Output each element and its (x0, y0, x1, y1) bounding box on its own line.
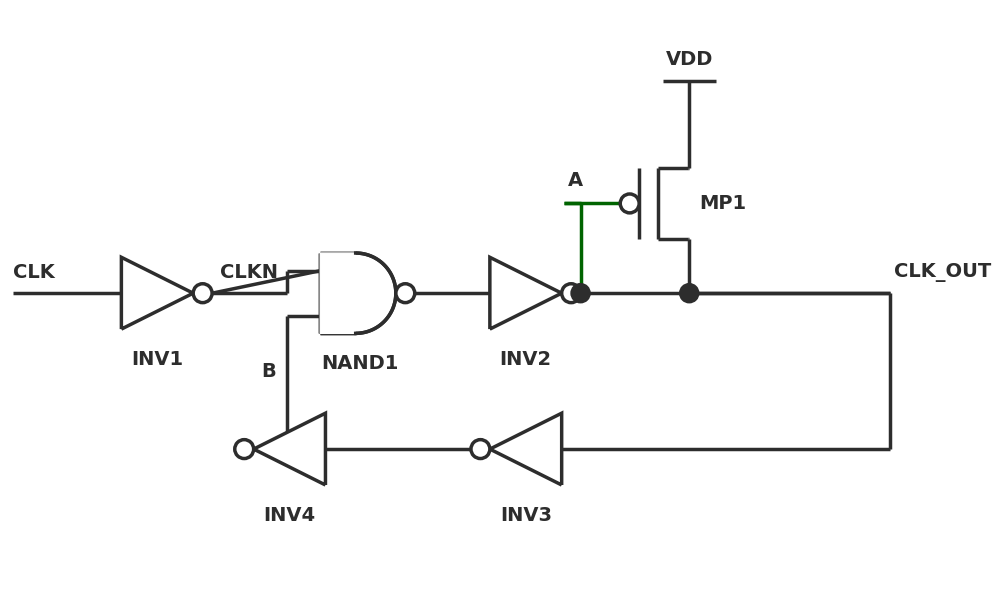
Circle shape (562, 283, 581, 302)
Text: VDD: VDD (666, 50, 713, 69)
Text: CLK: CLK (13, 263, 54, 282)
Polygon shape (254, 413, 325, 485)
Circle shape (471, 439, 490, 458)
Polygon shape (320, 253, 396, 333)
Circle shape (396, 283, 415, 302)
Text: CLK_OUT: CLK_OUT (894, 263, 991, 282)
Text: INV3: INV3 (500, 506, 552, 525)
Circle shape (620, 194, 639, 213)
Text: B: B (261, 362, 276, 381)
Polygon shape (490, 257, 562, 329)
Text: INV2: INV2 (500, 350, 552, 369)
Circle shape (681, 285, 698, 302)
Circle shape (193, 283, 212, 302)
Circle shape (235, 439, 254, 458)
Polygon shape (490, 413, 562, 485)
Text: INV4: INV4 (263, 506, 316, 525)
Text: CLKN: CLKN (220, 263, 278, 282)
Text: INV1: INV1 (131, 350, 183, 369)
Circle shape (572, 285, 589, 302)
Text: MP1: MP1 (700, 194, 747, 213)
Text: NAND1: NAND1 (322, 354, 399, 373)
Polygon shape (121, 257, 193, 329)
Text: A: A (568, 171, 583, 190)
